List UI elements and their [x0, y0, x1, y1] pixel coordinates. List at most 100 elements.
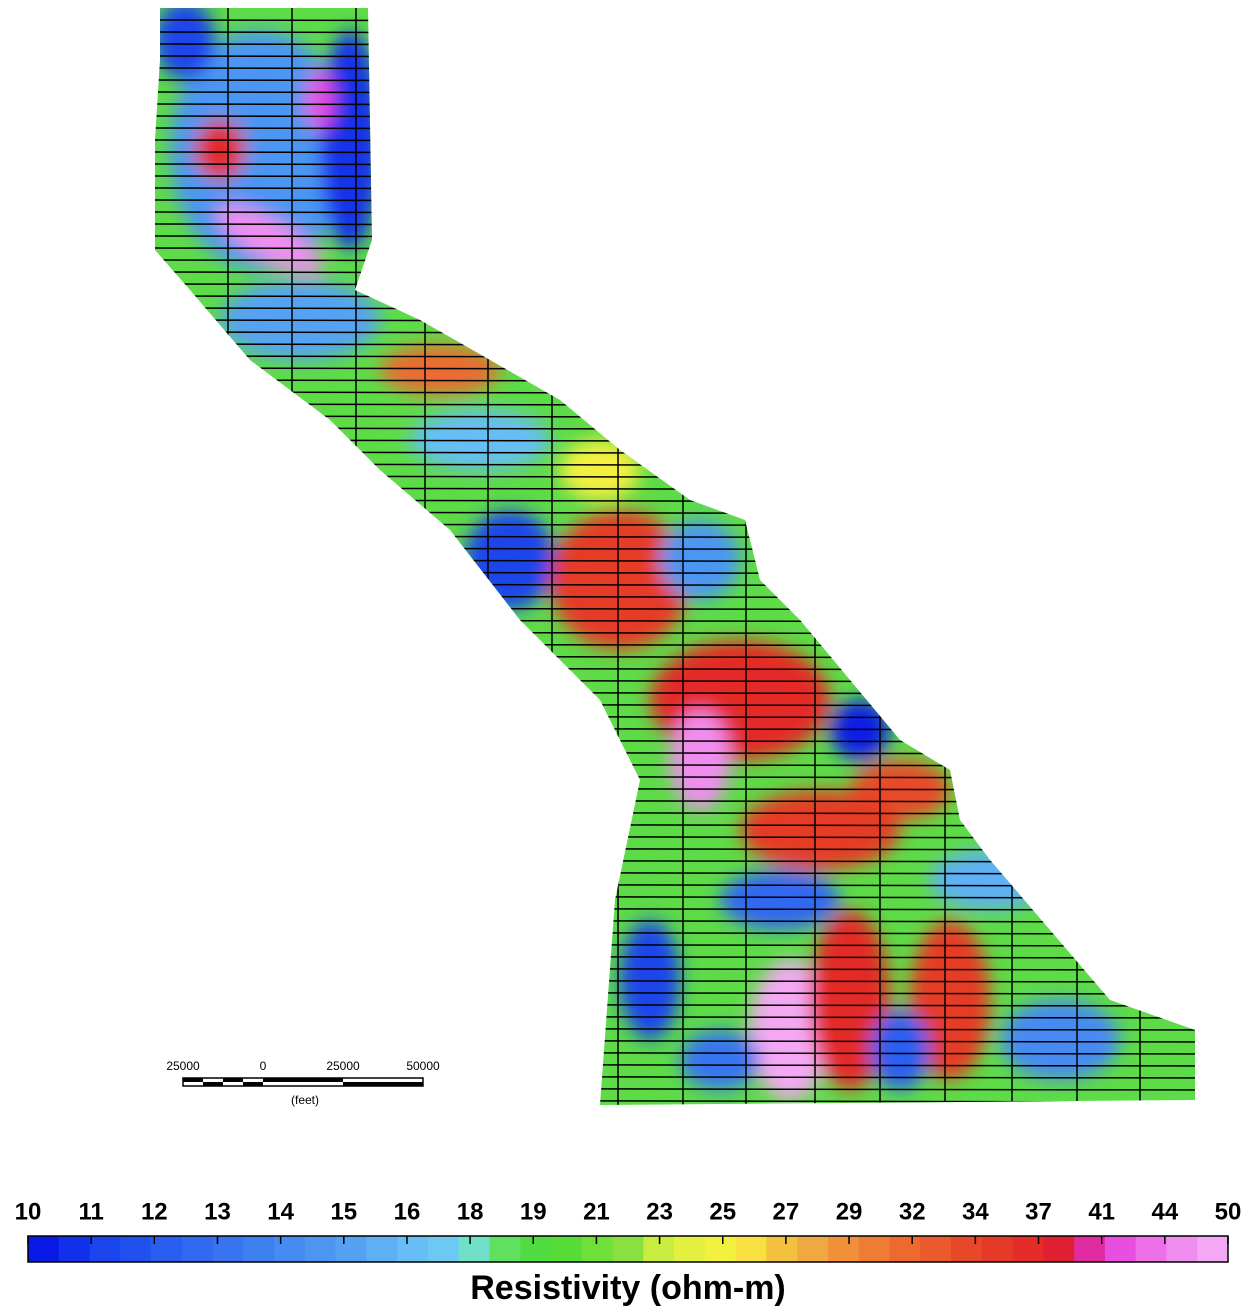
tick-label: 11: [78, 1198, 103, 1225]
color-swatch: [274, 1236, 305, 1262]
tick-label: 21: [583, 1198, 610, 1225]
survey-line: [140, 560, 1210, 562]
map: 2500002500050000(feet) 10111213141516181…: [0, 0, 1257, 1312]
colorbar-title: Resistivity (ohm-m): [470, 1269, 786, 1307]
color-swatch: [736, 1236, 767, 1262]
survey-line: [140, 608, 1210, 610]
survey-line: [140, 656, 1210, 658]
survey-line: [140, 836, 1210, 838]
tick-label: 27: [773, 1198, 800, 1225]
survey-line: [140, 884, 1210, 886]
color-swatch: [920, 1236, 951, 1262]
color-swatch: [582, 1236, 613, 1262]
color-swatch: [982, 1236, 1013, 1262]
survey-line: [140, 512, 1210, 514]
color-swatch: [151, 1236, 182, 1262]
color-swatch: [951, 1236, 982, 1262]
tick-label: 23: [646, 1198, 673, 1225]
color-swatch: [890, 1236, 921, 1262]
scale-label: 50000: [406, 1059, 440, 1073]
tick-label: 18: [457, 1198, 484, 1225]
tick-label: 10: [15, 1198, 42, 1225]
color-swatch: [182, 1236, 213, 1262]
scale-label: 25000: [326, 1059, 360, 1073]
color-swatch: [551, 1236, 582, 1262]
survey-line: [140, 404, 1210, 406]
survey-line: [140, 452, 1210, 454]
tick-label: 41: [1088, 1198, 1115, 1225]
tick-label: 13: [204, 1198, 231, 1225]
scale-label: 0: [260, 1059, 267, 1073]
color-swatch: [120, 1236, 151, 1262]
survey-line: [140, 644, 1210, 646]
color-swatch: [674, 1236, 705, 1262]
survey-line: [140, 920, 1210, 922]
color-swatch: [859, 1236, 890, 1262]
tick-label: 12: [141, 1198, 168, 1225]
color-swatch: [428, 1236, 459, 1262]
color-swatch: [797, 1236, 828, 1262]
survey-line: [140, 860, 1210, 862]
color-swatch: [705, 1236, 736, 1262]
survey-line: [140, 524, 1210, 526]
survey-line: [140, 464, 1210, 466]
color-swatch: [1074, 1236, 1105, 1262]
survey-line: [140, 788, 1210, 790]
color-swatch: [828, 1236, 859, 1262]
survey-line: [140, 692, 1210, 694]
tick-label: 15: [330, 1198, 357, 1225]
survey-line: [140, 908, 1210, 910]
survey-line: [140, 488, 1210, 490]
survey-line: [140, 716, 1210, 718]
scale-bar: 25000 0 25000 50000 (feet): [166, 1059, 440, 1107]
color-swatch: [459, 1236, 490, 1262]
color-swatch: [366, 1236, 397, 1262]
survey-line: [140, 548, 1210, 550]
tick-label: 32: [899, 1198, 926, 1225]
survey-line: [140, 476, 1210, 478]
color-swatch: [520, 1236, 551, 1262]
tick-label: 50: [1215, 1198, 1242, 1225]
scale-label: 25000: [166, 1059, 200, 1073]
scale-unit: (feet): [291, 1093, 319, 1107]
color-swatch: [490, 1236, 521, 1262]
resistivity-surface: [140, 0, 1210, 1110]
survey-line: [140, 728, 1210, 730]
color-swatch: [1043, 1236, 1074, 1262]
survey-line: [140, 620, 1210, 622]
color-swatch: [305, 1236, 336, 1262]
color-swatch: [1197, 1236, 1228, 1262]
survey-line: [140, 896, 1210, 898]
survey-line: [140, 740, 1210, 742]
color-swatch: [1105, 1236, 1136, 1262]
survey-line: [140, 572, 1210, 574]
survey-line: [140, 800, 1210, 802]
color-swatch: [336, 1236, 367, 1262]
survey-line: [140, 752, 1210, 754]
color-swatch: [90, 1236, 121, 1262]
survey-line: [140, 584, 1210, 586]
tick-label: 25: [709, 1198, 736, 1225]
tick-label: 44: [1151, 1198, 1178, 1225]
tick-label: 19: [520, 1198, 547, 1225]
survey-line: [140, 872, 1210, 874]
survey-line: [140, 764, 1210, 766]
tick-label: 34: [962, 1198, 989, 1225]
tick-label: 16: [394, 1198, 421, 1225]
survey-line: [140, 668, 1210, 670]
survey-line: [140, 848, 1210, 850]
color-swatch: [766, 1236, 797, 1262]
survey-line: [140, 596, 1210, 598]
color-swatch: [397, 1236, 428, 1262]
color-swatch: [59, 1236, 90, 1262]
color-swatch: [1166, 1236, 1197, 1262]
tick-label: 37: [1025, 1198, 1052, 1225]
survey-line: [140, 416, 1210, 418]
survey-line: [140, 440, 1210, 442]
survey-line: [140, 632, 1210, 634]
survey-line: [140, 500, 1210, 502]
color-swatch: [1136, 1236, 1167, 1262]
tick-label: 29: [836, 1198, 863, 1225]
color-swatch: [613, 1236, 644, 1262]
